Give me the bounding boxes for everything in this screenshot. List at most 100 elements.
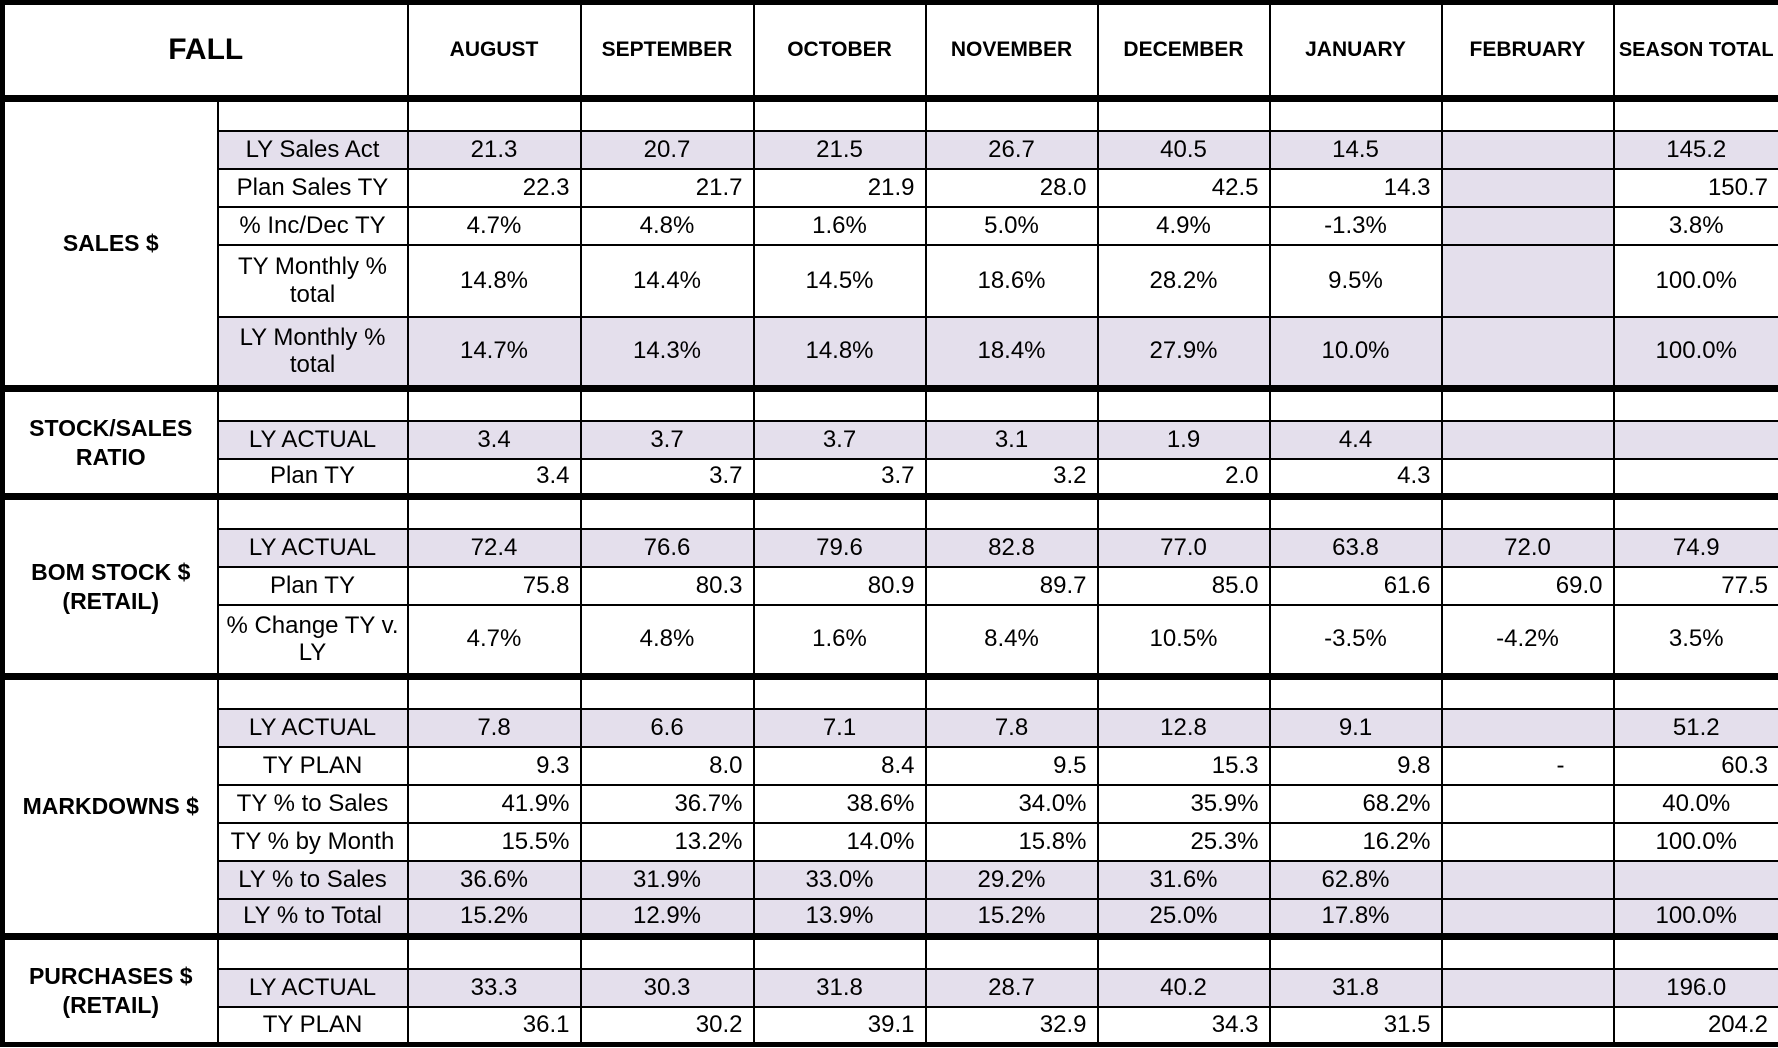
- cell-plan-ty-december: 2.0: [1096, 457, 1271, 498]
- cell-ly-actual-december: 1.9: [1096, 419, 1271, 460]
- cell-plan-ty-january: 4.3: [1268, 457, 1443, 498]
- blank-cell: [1268, 673, 1443, 710]
- row-label-ly-actual: LY ACTUAL: [216, 419, 409, 460]
- cell-ly-to-total-december: 25.0%: [1096, 897, 1271, 938]
- cell-ty-to-sales-season-total: 40.0%: [1612, 783, 1778, 824]
- cell-ly-actual-october: 31.8: [752, 967, 927, 1008]
- cell-ty-monthly-total-february: [1440, 243, 1615, 318]
- cell-ty-by-month-november: 15.8%: [924, 821, 1099, 862]
- column-header-september: SEPTEMBER: [579, 1, 755, 102]
- blank-cell: [924, 673, 1099, 710]
- cell-ty-to-sales-november: 34.0%: [924, 783, 1099, 824]
- cell-ly-sales-act-september: 20.7: [579, 129, 755, 170]
- cell-ly-actual-august: 33.3: [406, 967, 582, 1008]
- blank-cell: [1612, 673, 1778, 710]
- cell-plan-ty-october: 3.7: [752, 457, 927, 498]
- cell-ty-plan-august: 36.1: [406, 1005, 582, 1046]
- row-label-ly-actual: LY ACTUAL: [216, 527, 409, 568]
- cell-ly-to-total-january: 17.8%: [1268, 897, 1443, 938]
- blank-cell: [924, 933, 1099, 970]
- cell-plan-ty-february: 69.0: [1440, 565, 1615, 606]
- cell-plan-ty-september: 80.3: [579, 565, 755, 606]
- cell-ty-by-month-august: 15.5%: [406, 821, 582, 862]
- column-header-january: JANUARY: [1268, 1, 1443, 102]
- row-label-ty-plan: TY PLAN: [216, 1005, 409, 1046]
- cell-ly-actual-february: [1440, 707, 1615, 748]
- blank-cell: [1440, 385, 1615, 422]
- cell-ty-plan-september: 8.0: [579, 745, 755, 786]
- cell-inc-dec-ty-november: 5.0%: [924, 205, 1099, 246]
- cell-inc-dec-ty-september: 4.8%: [579, 205, 755, 246]
- row-label-ty-to-sales: TY % to Sales: [216, 783, 409, 824]
- cell-ty-monthly-total-january: 9.5%: [1268, 243, 1443, 318]
- blank-cell: [1268, 933, 1443, 970]
- row-label-ty-plan: TY PLAN: [216, 745, 409, 786]
- cell-ty-monthly-total-december: 28.2%: [1096, 243, 1271, 318]
- row-label-ty-by-month: TY % by Month: [216, 821, 409, 862]
- cell-ly-monthly-total-october: 14.8%: [752, 315, 927, 390]
- cell-ly-actual-january: 63.8: [1268, 527, 1443, 568]
- blank-cell: [216, 673, 409, 710]
- row-label-ly-actual: LY ACTUAL: [216, 707, 409, 748]
- blank-cell: [579, 385, 755, 422]
- cell-ty-plan-january: 31.5: [1268, 1005, 1443, 1046]
- cell-inc-dec-ty-august: 4.7%: [406, 205, 582, 246]
- cell-plan-ty-season-total: [1612, 457, 1778, 498]
- cell-plan-sales-ty-november: 28.0: [924, 167, 1099, 208]
- table-row: MARKDOWNS $: [1, 673, 1778, 938]
- cell-ly-sales-act-january: 14.5: [1268, 129, 1443, 170]
- blank-cell: [406, 673, 582, 710]
- cell-change-ty-v-ly-september: 4.8%: [579, 603, 755, 678]
- column-header-november: NOVEMBER: [924, 1, 1099, 102]
- row-label-plan-ty: Plan TY: [216, 457, 409, 498]
- cell-ty-monthly-total-season-total: 100.0%: [1612, 243, 1778, 318]
- cell-ly-actual-january: 4.4: [1268, 419, 1443, 460]
- season-title: FALL: [1, 1, 409, 102]
- cell-ly-to-total-february: [1440, 897, 1615, 938]
- column-header-december: DECEMBER: [1096, 1, 1271, 102]
- blank-cell: [1612, 95, 1778, 132]
- cell-ly-to-sales-february: [1440, 859, 1615, 900]
- cell-ly-monthly-total-december: 27.9%: [1096, 315, 1271, 390]
- blank-cell: [1440, 933, 1615, 970]
- cell-ly-actual-december: 40.2: [1096, 967, 1271, 1008]
- cell-ly-to-total-season-total: 100.0%: [1612, 897, 1778, 938]
- cell-ly-monthly-total-august: 14.7%: [406, 315, 582, 390]
- column-header-october: OCTOBER: [752, 1, 927, 102]
- blank-cell: [216, 933, 409, 970]
- table-row: LY ACTUAL 72.4 76.6 79.6 82.8 77.0 63.8 72.0 74.…: [3, 527, 1778, 568]
- blank-cell: [1612, 933, 1778, 970]
- row-label-change-ty-v-ly: % Change TY v. LY: [216, 603, 409, 678]
- row-label-ly-sales-act: LY Sales Act: [216, 129, 409, 170]
- cell-ly-actual-january: 31.8: [1268, 967, 1443, 1008]
- cell-ly-sales-act-november: 26.7: [924, 129, 1099, 170]
- cell-ty-plan-december: 34.3: [1096, 1005, 1271, 1046]
- cell-ly-to-sales-october: 33.0%: [752, 859, 927, 900]
- header-row: FALL AUGUST SEPTEMBER OCTOBER NOVEMBER DECEMB…: [1, 1, 1778, 102]
- cell-ly-actual-september: 3.7: [579, 419, 755, 460]
- cell-change-ty-v-ly-season-total: 3.5%: [1612, 603, 1778, 678]
- blank-cell: [406, 933, 582, 970]
- cell-ly-to-sales-december: 31.6%: [1096, 859, 1271, 900]
- cell-change-ty-v-ly-january: -3.5%: [1268, 603, 1443, 678]
- table-row: LY % to Sales 36.6% 31.9% 33.0% 29.2% 31.6% 62…: [3, 859, 1778, 900]
- blank-cell: [1268, 385, 1443, 422]
- cell-ly-actual-season-total: 51.2: [1612, 707, 1778, 748]
- cell-plan-ty-august: 75.8: [406, 565, 582, 606]
- cell-ty-plan-february: [1440, 1005, 1615, 1046]
- cell-ly-actual-august: 72.4: [406, 527, 582, 568]
- blank-cell: [752, 95, 927, 132]
- cell-plan-ty-november: 3.2: [924, 457, 1099, 498]
- cell-ly-actual-november: 28.7: [924, 967, 1099, 1008]
- table-row: TY % to Sales 41.9% 36.7% 38.6% 34.0% 35.9% 68…: [3, 783, 1778, 824]
- cell-ly-sales-act-season-total: 145.2: [1612, 129, 1778, 170]
- cell-ly-actual-september: 76.6: [579, 527, 755, 568]
- cell-ly-actual-october: 3.7: [752, 419, 927, 460]
- cell-ty-by-month-february: [1440, 821, 1615, 862]
- table-row: LY Sales Act 21.3 20.7 21.5 26.7 40.5 14.5 145.…: [3, 129, 1778, 170]
- cell-plan-ty-season-total: 77.5: [1612, 565, 1778, 606]
- cell-ty-plan-november: 9.5: [924, 745, 1099, 786]
- blank-cell: [1096, 493, 1271, 530]
- cell-ly-actual-january: 9.1: [1268, 707, 1443, 748]
- cell-ty-by-month-season-total: 100.0%: [1612, 821, 1778, 862]
